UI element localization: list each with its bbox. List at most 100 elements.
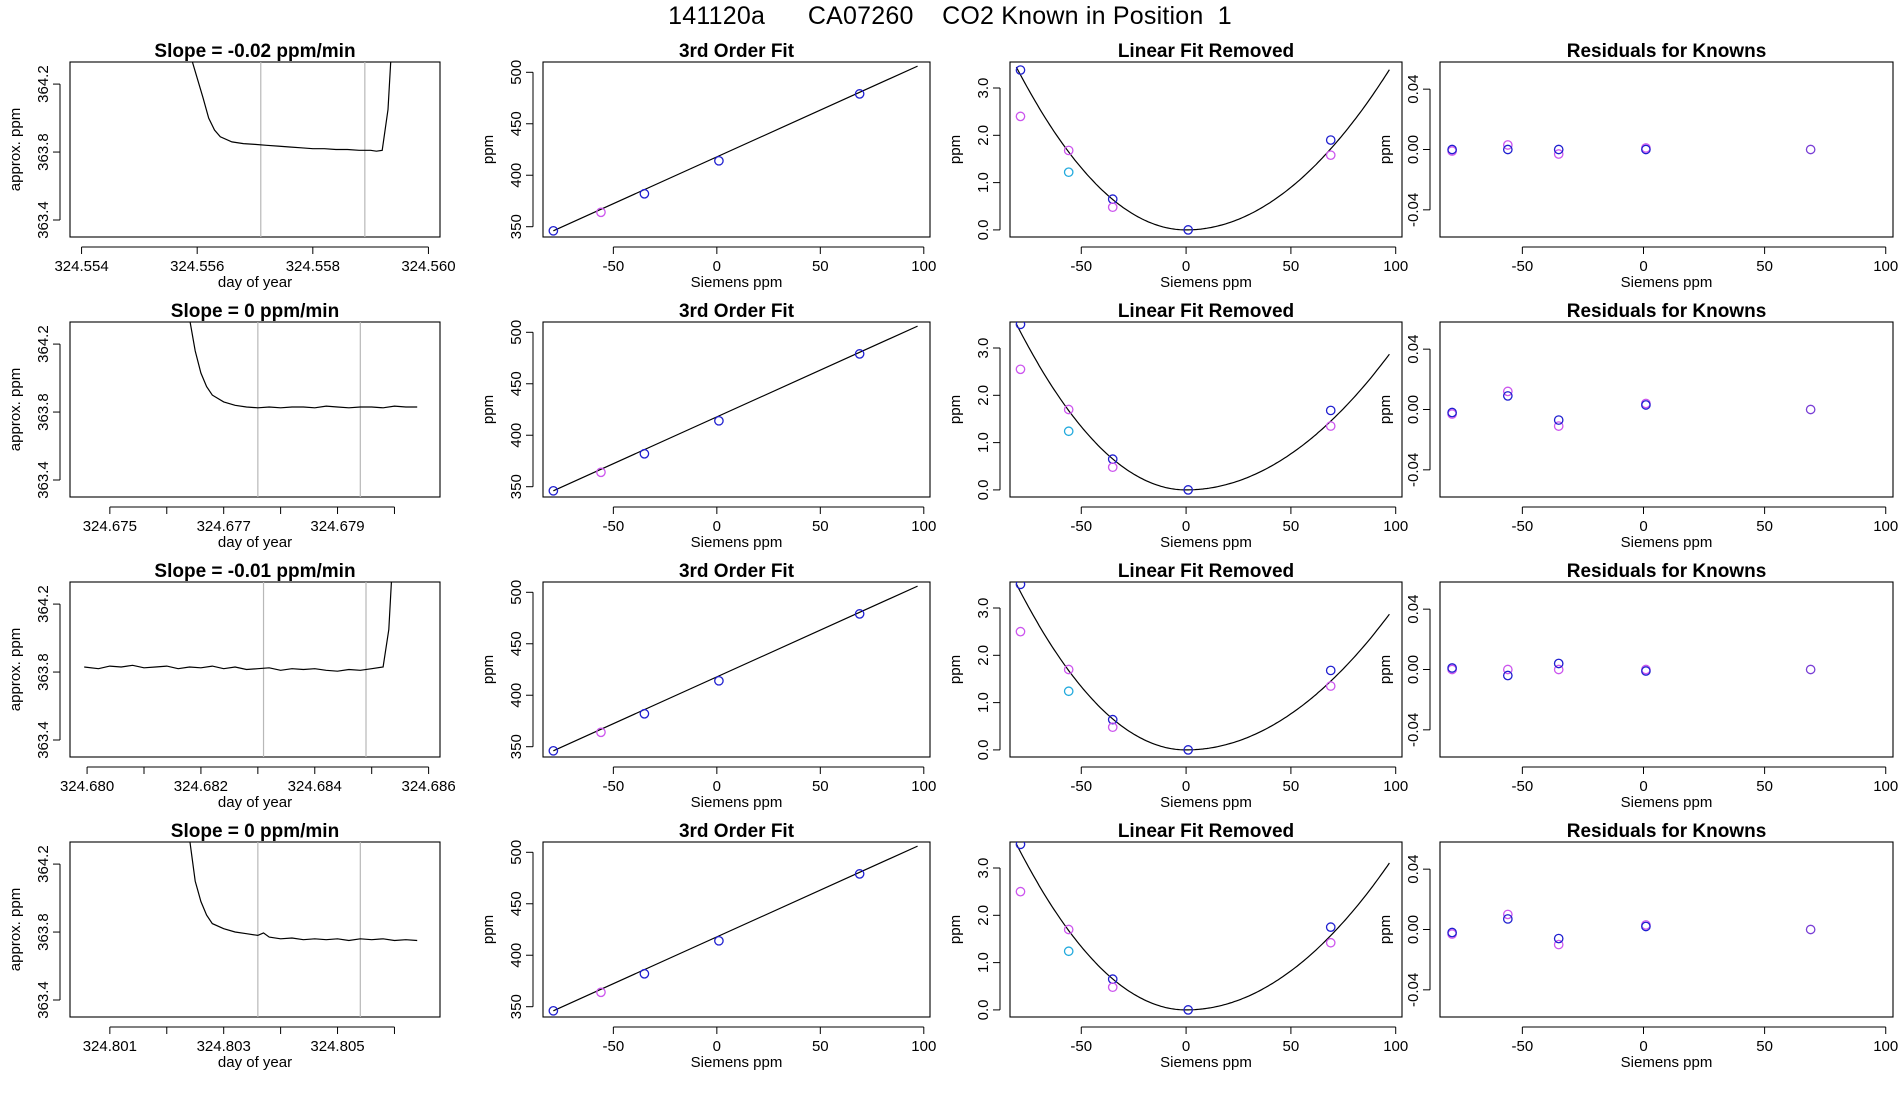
- series-line: [191, 62, 392, 152]
- y-tick-label: 1.0: [975, 172, 992, 193]
- data-point: [1325, 665, 1336, 676]
- x-tick-label: 100: [1383, 1038, 1408, 1055]
- plot-frame: [1439, 61, 1894, 238]
- plot-area: [191, 62, 392, 237]
- x-tick-label: 50: [1756, 258, 1773, 275]
- data-point: [1447, 663, 1457, 673]
- plot-area: [189, 842, 418, 1017]
- plot-area: [1447, 658, 1816, 681]
- data-point: [1063, 686, 1074, 697]
- data-point: [714, 675, 724, 686]
- data-point: [1107, 722, 1118, 733]
- data-point: [548, 1005, 559, 1016]
- y-tick-label: 450: [508, 891, 525, 916]
- x-tick-label: -50: [603, 258, 625, 275]
- data-point: [1107, 202, 1118, 213]
- x-tick-label: 324.680: [60, 778, 114, 795]
- series-line: [189, 322, 418, 409]
- y-tick-label: 450: [508, 371, 525, 396]
- y-tick-label: 2.0: [975, 385, 992, 406]
- x-tick-label: 50: [812, 258, 829, 275]
- y-tick-label: 1.0: [975, 432, 992, 453]
- y-axis-label: ppm: [1377, 655, 1394, 684]
- chart-panel-resid-1: Residuals for Knowns -50 0 50 100 Siemens ppm…: [1377, 41, 1898, 291]
- fit-line: [553, 585, 918, 752]
- y-tick-label: 1.0: [975, 692, 992, 713]
- data-point: [1107, 714, 1118, 725]
- chart-panel-resid-2: Residuals for Knowns -50 0 50 100 Siemens ppm…: [1377, 301, 1898, 551]
- data-point: [1553, 149, 1564, 159]
- x-tick-label: -50: [1070, 1038, 1092, 1055]
- data-point: [639, 968, 650, 979]
- plot-area: [84, 582, 393, 757]
- data-point: [1015, 886, 1026, 897]
- x-tick-label: -50: [1512, 778, 1534, 795]
- y-tick-label: 2.0: [975, 645, 992, 666]
- y-tick-label: 0.00: [1405, 915, 1422, 944]
- chart-title: Slope = -0.01 ppm/min: [154, 561, 355, 582]
- y-axis-label: ppm: [480, 915, 497, 944]
- y-tick-label: 0.04: [1405, 335, 1422, 364]
- data-point: [1183, 225, 1194, 235]
- x-tick-label: 324.684: [288, 778, 342, 795]
- y-tick-label: 400: [508, 423, 525, 448]
- data-point: [596, 467, 606, 478]
- data-point: [1107, 462, 1118, 473]
- x-tick-label: 100: [1383, 258, 1408, 275]
- data-point: [1015, 582, 1026, 590]
- data-point: [1553, 144, 1564, 155]
- data-point: [1502, 140, 1513, 150]
- data-point: [1641, 400, 1651, 410]
- plot-frame: [1009, 841, 1403, 1018]
- x-tick-label: -50: [1070, 778, 1092, 795]
- y-tick-label: 3.0: [975, 858, 992, 879]
- data-point: [1183, 1005, 1194, 1015]
- data-point: [1447, 144, 1457, 155]
- y-tick-label: 500: [508, 320, 525, 345]
- plot-frame: [1009, 321, 1403, 498]
- x-tick-label: 50: [1283, 1038, 1300, 1055]
- plot-area: [1015, 582, 1390, 755]
- data-point: [1325, 922, 1336, 932]
- x-tick-label: 324.554: [54, 258, 108, 275]
- chart-panel-drift-1: Slope = -0.02 ppm/min 324.554 324.556 324.5…: [7, 41, 456, 291]
- x-axis-label: Siemens ppm: [1160, 534, 1252, 551]
- data-point: [1325, 681, 1336, 691]
- y-tick-label: 0.00: [1405, 395, 1422, 424]
- data-point: [639, 188, 650, 199]
- x-tick-label: -50: [1512, 258, 1534, 275]
- x-tick-label: 100: [911, 1038, 936, 1055]
- y-tick-label: 363.4: [35, 461, 52, 499]
- x-tick-label: 0: [713, 518, 721, 535]
- y-tick-label: 364.2: [35, 65, 52, 103]
- y-axis-label: approx. ppm: [7, 108, 24, 191]
- x-tick-label: 50: [1283, 258, 1300, 275]
- chart-title: Linear Fit Removed: [1118, 301, 1294, 322]
- chart-panel-drift-2: Slope = 0 ppm/min 324.675 324.677 324.679 da…: [7, 301, 441, 551]
- data-point: [639, 448, 650, 459]
- y-axis-label: approx. ppm: [7, 628, 24, 711]
- plot-frame: [542, 321, 931, 498]
- data-point: [1805, 924, 1816, 935]
- x-axis-label: Siemens ppm: [691, 794, 783, 811]
- y-tick-label: 2.0: [975, 125, 992, 146]
- x-tick-label: 50: [1756, 1038, 1773, 1055]
- x-tick-label: 324.682: [174, 778, 228, 795]
- chart-panel-linear-2: Linear Fit Removed -50 0 50 100 Siemens ppm 0.…: [947, 301, 1408, 551]
- data-point: [639, 708, 650, 719]
- chart-panel-resid-3: Residuals for Knowns -50 0 50 100 Siemens ppm…: [1377, 561, 1898, 811]
- y-tick-label: 350: [508, 214, 525, 239]
- plot-frame: [542, 61, 931, 238]
- x-tick-label: 50: [1283, 518, 1300, 535]
- fit-curve: [1015, 843, 1390, 1011]
- chart-title: Slope = 0 ppm/min: [171, 821, 339, 842]
- data-point: [1805, 664, 1816, 675]
- y-tick-label: 3.0: [975, 78, 992, 99]
- y-axis-label: ppm: [1377, 915, 1394, 944]
- y-tick-label: 350: [508, 994, 525, 1019]
- y-tick-label: 0.0: [975, 219, 992, 240]
- x-axis-label: Siemens ppm: [1621, 274, 1713, 291]
- x-tick-label: 0: [1639, 258, 1647, 275]
- data-point: [1502, 670, 1513, 681]
- y-tick-label: 0.00: [1405, 135, 1422, 164]
